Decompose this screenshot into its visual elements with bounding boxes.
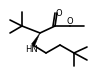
Text: HN: HN	[26, 45, 38, 54]
Text: O: O	[56, 9, 62, 17]
Text: O: O	[67, 17, 73, 26]
Polygon shape	[31, 33, 40, 46]
